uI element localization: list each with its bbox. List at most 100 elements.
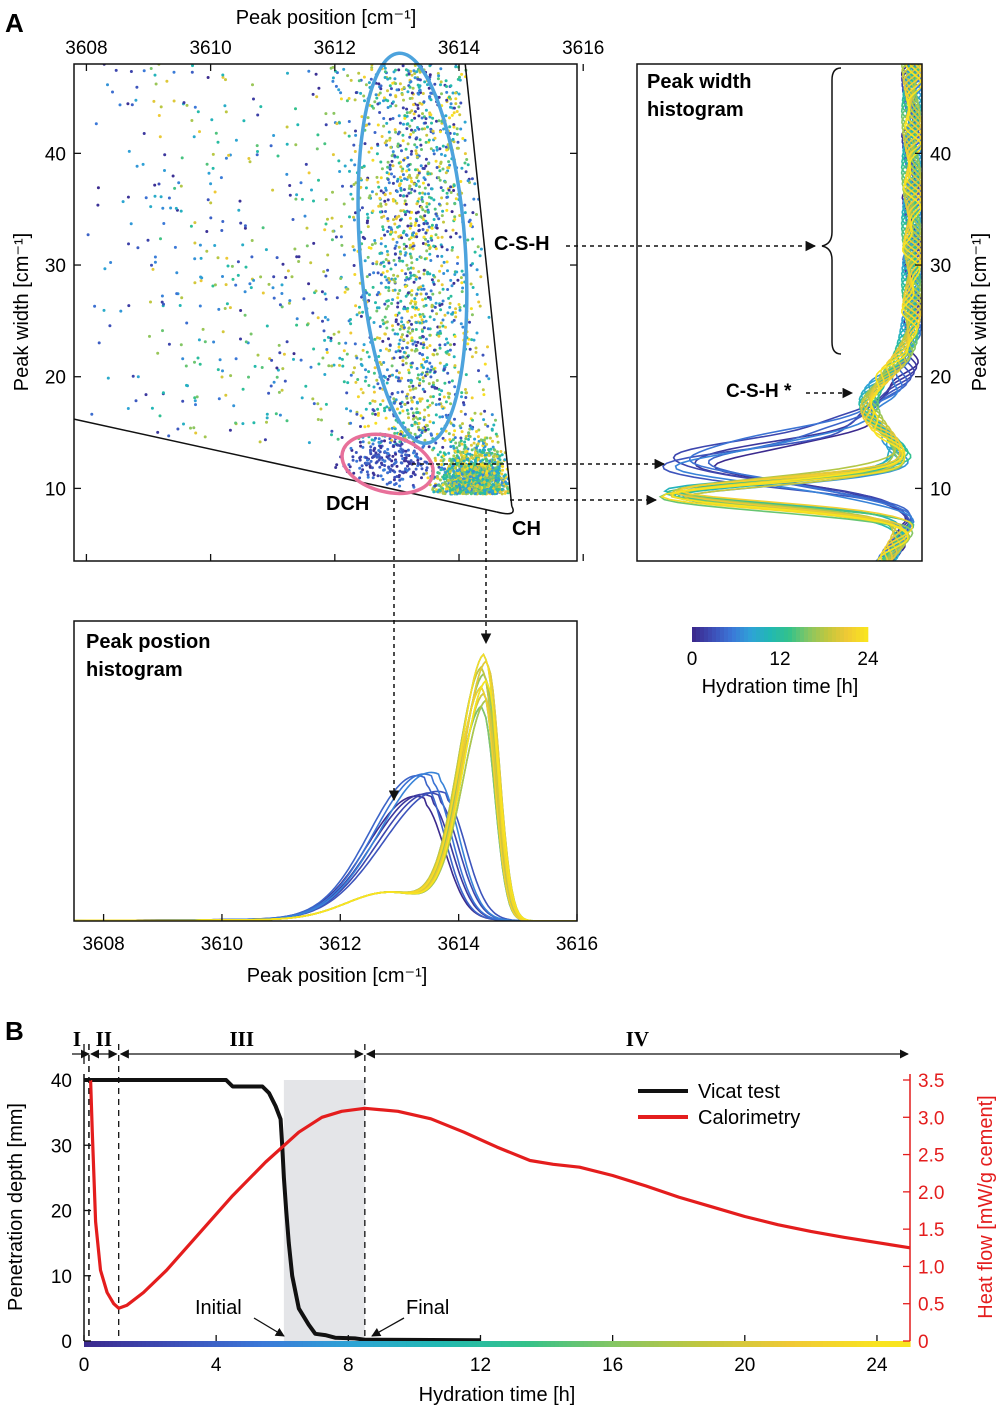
scatter-point <box>345 352 349 356</box>
time-axis-segment <box>786 1341 791 1347</box>
scatter-point <box>272 275 276 279</box>
scatter-point <box>404 453 408 457</box>
scatter-point <box>447 188 451 192</box>
time-axis-segment <box>311 1341 316 1347</box>
scatter-point <box>458 75 461 79</box>
scatter-point <box>193 396 197 400</box>
scatter-point <box>331 229 335 233</box>
scatter-point <box>380 215 384 219</box>
scatter-point <box>201 327 205 331</box>
scatter-point <box>445 475 449 479</box>
scatter-point <box>442 368 446 372</box>
scatter-point <box>401 363 405 367</box>
scatter-point <box>460 457 463 461</box>
scatter-point <box>157 114 161 117</box>
scatter-point <box>285 142 289 146</box>
scatter-point <box>379 444 383 448</box>
scatter-point <box>194 431 198 435</box>
scatter-point <box>387 286 391 290</box>
scatter-point <box>413 314 417 317</box>
scatter-point <box>209 201 213 205</box>
time-axis-segment <box>525 1341 531 1347</box>
scatter-point <box>216 140 220 144</box>
time-axis-segment <box>191 1341 197 1347</box>
scatter-point <box>337 159 341 163</box>
scatter-point <box>210 118 214 122</box>
scatter-point <box>221 275 224 278</box>
scatter-point <box>465 391 469 395</box>
scatter-point <box>373 399 377 403</box>
time-axis-segment <box>265 1341 271 1347</box>
scatter-point <box>408 226 412 230</box>
scatter-point <box>463 138 467 142</box>
scatter-point <box>438 361 442 365</box>
scatter-point <box>419 256 423 259</box>
scatter-point <box>419 342 423 346</box>
time-axis-segment <box>823 1341 828 1347</box>
scatter-point <box>430 305 434 309</box>
time-axis-segment <box>497 1341 502 1347</box>
scatter-point <box>383 193 387 196</box>
scatter-point <box>379 176 383 180</box>
scatter-point <box>457 92 461 96</box>
scatter-point <box>424 468 428 472</box>
scatter-point <box>453 385 457 389</box>
scatter-point <box>305 226 309 230</box>
scatter-point <box>153 183 157 187</box>
scatter-point <box>438 269 442 273</box>
scatter-point <box>420 363 424 367</box>
scatter-point <box>191 64 194 68</box>
scatter-point <box>384 285 388 289</box>
scatter-point <box>429 259 433 262</box>
colorbar-segment <box>824 627 829 642</box>
scatter-point <box>471 478 475 482</box>
scatter-point <box>206 76 210 79</box>
scatter-point <box>491 489 495 493</box>
scatter-point <box>401 106 405 110</box>
scatter-point <box>429 368 433 372</box>
scatter-point <box>439 160 443 164</box>
scatter-point <box>462 273 466 277</box>
scatter-point <box>445 363 449 367</box>
scatter-point <box>476 458 480 461</box>
scatter-point <box>377 440 381 444</box>
time-axis-segment <box>695 1341 700 1347</box>
scatter-point <box>438 291 442 295</box>
scatter-point <box>452 140 456 144</box>
scatter-point <box>305 244 309 248</box>
scatter-point <box>410 348 414 352</box>
time-axis-segment <box>633 1341 639 1347</box>
scatter-point <box>362 343 366 347</box>
scatter-point <box>397 235 401 239</box>
scatter-point <box>135 164 139 168</box>
scatter-point <box>396 379 400 383</box>
scatter-point <box>332 111 336 115</box>
scatter-point <box>167 342 171 346</box>
scatter-point <box>309 365 313 369</box>
scatter-point <box>441 299 445 303</box>
scatter-point <box>163 169 166 172</box>
scatter-point <box>410 128 413 132</box>
scatter-point <box>190 119 194 122</box>
scatter-point <box>415 235 419 239</box>
scatter-point <box>144 393 148 397</box>
scatter-point <box>214 131 218 135</box>
scatter-point <box>249 332 253 336</box>
scatter-point <box>280 305 284 309</box>
scatter-point <box>393 470 397 474</box>
annotation-csh: C-S-H <box>494 233 550 255</box>
scatter-point <box>393 427 397 431</box>
scatter-point <box>388 76 392 80</box>
scatter-point <box>189 426 192 430</box>
phase-label: IV <box>626 1027 649 1051</box>
scatter-point <box>359 91 363 95</box>
scatter-point <box>342 67 346 71</box>
scatter-point <box>433 207 437 211</box>
time-axis-segment <box>381 1341 387 1347</box>
scatter-point <box>218 358 222 362</box>
scatter-point <box>414 184 418 187</box>
time-axis-segment <box>550 1341 556 1347</box>
scatter-point <box>361 416 365 420</box>
time-axis-segment <box>195 1341 201 1347</box>
scatter-point <box>402 307 406 311</box>
